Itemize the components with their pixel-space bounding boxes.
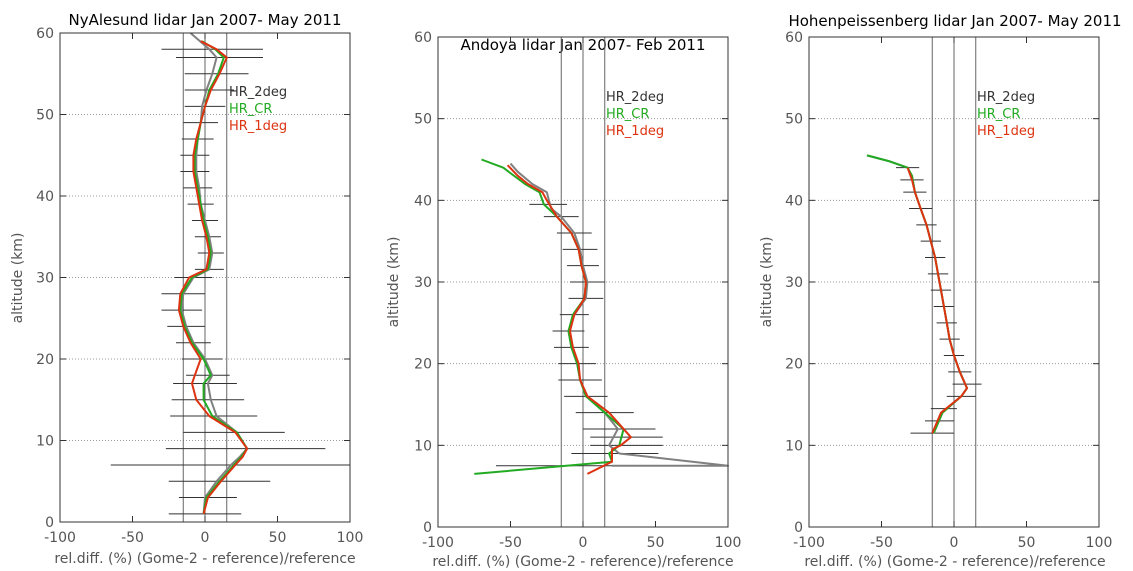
legend-label-hr-cr: HR_CR	[229, 102, 272, 117]
y-tick-label: 10	[36, 434, 54, 450]
x-tick-label: 100	[1086, 535, 1113, 551]
y-tick-label: 30	[414, 275, 432, 291]
chart-title: Hohenpeissenberg lidar Jan 2007- May 201…	[788, 12, 1121, 30]
x-tick-label: -50	[121, 530, 144, 546]
y-tick-label: 20	[785, 357, 803, 373]
legend-label-hr-1deg: HR_1deg	[977, 124, 1035, 139]
legend-label-hr-1deg: HR_1deg	[606, 124, 664, 139]
y-tick-label: 40	[785, 193, 803, 209]
x-tick-label: 0	[579, 535, 588, 551]
legend-label-hr-2deg: HR_2deg	[606, 90, 664, 105]
series-line-hr-1deg	[906, 167, 968, 434]
x-tick-label: -50	[870, 535, 893, 551]
y-tick-label: 60	[36, 26, 54, 42]
legend-label-hr-cr: HR_CR	[606, 107, 649, 122]
x-axis-label: rel.diff. (%) (Gome-2 - reference)/refer…	[804, 554, 1105, 570]
x-tick-label: -100	[44, 530, 76, 546]
y-tick-label: 40	[36, 189, 54, 205]
y-tick-label: 0	[423, 520, 432, 536]
axes: -100 -50 0 50 100 0 10 20 30 40 50 60	[414, 30, 741, 551]
x-tick-label: 0	[201, 530, 210, 546]
series-line-hr-cr	[474, 158, 625, 475]
y-axis-label: altitude (km)	[386, 237, 402, 328]
x-tick-label: 100	[715, 535, 742, 551]
x-tick-label: 50	[1018, 535, 1036, 551]
axes: -100 -50 0 50 100 0 10 20 30 40 50 60	[36, 26, 363, 546]
legend-label-hr-2deg: HR_2deg	[977, 90, 1035, 105]
y-tick-label: 20	[414, 357, 432, 373]
y-tick-label: 10	[414, 438, 432, 454]
panel-andoya: Andoya lidar Jan 2007- Feb 2011 rel.diff…	[386, 30, 741, 570]
panel-hohenpeissenberg: Hohenpeissenberg lidar Jan 2007- May 201…	[759, 12, 1122, 570]
y-tick-label: 10	[785, 438, 803, 454]
x-axis-label: rel.diff. (%) (Gome-2 - reference)/refer…	[432, 554, 733, 570]
y-tick-label: 50	[36, 108, 54, 124]
x-tick-label: 0	[950, 535, 959, 551]
y-tick-label: 20	[36, 352, 54, 368]
series-line-hr-1deg	[177, 40, 249, 515]
y-tick-label: 40	[414, 193, 432, 209]
legend-label-hr-1deg: HR_1deg	[229, 119, 287, 134]
y-axis-label: altitude (km)	[10, 233, 26, 324]
axes: -100 -50 0 50 100 0 10 20 30 40 50 60	[785, 30, 1112, 551]
x-tick-label: -100	[422, 535, 454, 551]
x-tick-label: 50	[647, 535, 665, 551]
y-tick-label: 30	[785, 275, 803, 291]
panel-nyalesund: NyAlesund lidar Jan 2007- May 2011 rel.d…	[10, 11, 363, 567]
x-tick-label: 50	[269, 530, 287, 546]
y-tick-label: 0	[794, 520, 803, 536]
y-tick-label: 30	[36, 271, 54, 287]
x-axis-label: rel.diff. (%) (Gome-2 - reference)/refer…	[54, 551, 355, 567]
x-tick-label: -100	[793, 535, 825, 551]
y-tick-label: 50	[785, 112, 803, 128]
x-tick-label: -50	[499, 535, 522, 551]
y-tick-label: 50	[414, 112, 432, 128]
legend-label-hr-2deg: HR_2deg	[229, 85, 287, 100]
chart-title: NyAlesund lidar Jan 2007- May 2011	[68, 11, 341, 29]
series-line-hr-2deg	[509, 162, 729, 467]
y-tick-label: 60	[414, 30, 432, 46]
series-line-hr-1deg	[506, 164, 632, 475]
y-tick-label: 0	[45, 515, 54, 531]
legend-label-hr-cr: HR_CR	[977, 107, 1020, 122]
x-tick-label: 100	[337, 530, 364, 546]
y-axis-label: altitude (km)	[759, 237, 775, 328]
y-tick-label: 60	[785, 30, 803, 46]
